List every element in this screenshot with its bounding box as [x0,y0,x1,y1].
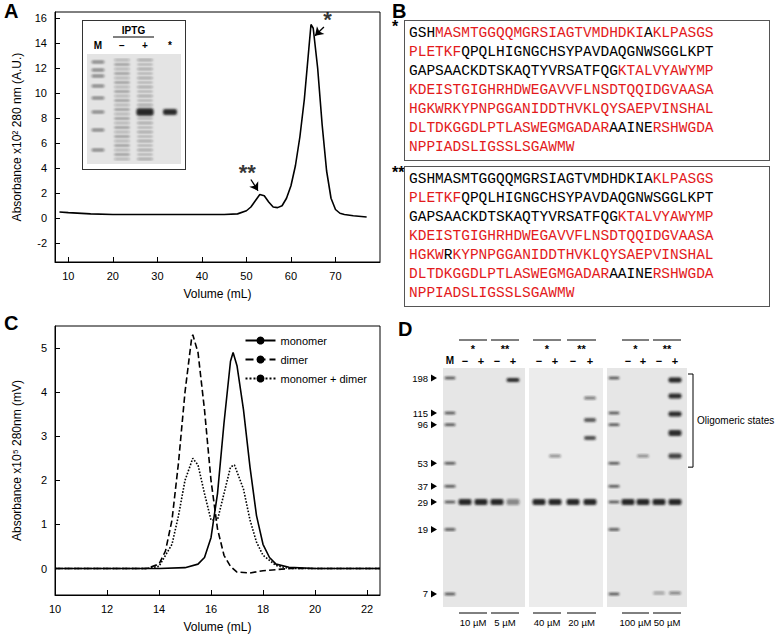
svg-text:70: 70 [329,270,341,282]
html-text:A: A [4,0,19,22]
svg-text:8: 8 [41,112,47,124]
svg-text:7: 7 [423,588,428,599]
html-text:C: C [4,312,19,334]
svg-text:monomer + dimer: monomer + dimer [280,373,367,385]
svg-text:4: 4 [41,386,47,398]
svg-text:+: + [142,40,148,51]
svg-text:**: ** [239,160,257,185]
svg-text:2: 2 [41,187,47,199]
svg-text:10: 10 [62,270,74,282]
svg-text:40 µM: 40 µM [534,617,561,628]
svg-text:IPTG: IPTG [122,25,146,36]
svg-text:10: 10 [35,87,47,99]
svg-text:3: 3 [41,430,47,442]
svg-text:12: 12 [35,62,47,74]
html-text:PLETKF QPQLHIGNGCHSYPAVDAQGNWS: PLETKF QPQLHIGNGCHSYPAVDAQGNWSGGLKPT [409,190,714,206]
svg-text:2: 2 [41,474,47,486]
svg-text:**: ** [501,343,510,355]
svg-text:−: − [494,355,500,367]
svg-text:+: + [552,355,558,367]
html-text:DLTDKGGDLPTLASWEGMGADAR AAINE: DLTDKGGDLPTLASWEGMGADAR AAINE RSHWGDA [409,120,714,136]
html-text:DLTDKGGDLPTLASWEGMGADAR AAINE: DLTDKGGDLPTLASWEGMGADAR AAINE RSHWGDA [409,266,714,282]
svg-text:96: 96 [417,419,428,430]
svg-text:20: 20 [107,270,119,282]
svg-text:5 µM: 5 µM [494,617,515,628]
svg-text:**: ** [663,343,672,355]
html-text:GAPSAACKDTSKAQTYVRSATFQG KTALV: GAPSAACKDTSKAQTYVRSATFQG KTALVYAWYMP [409,209,714,225]
html-text:GSH MASMTGGQQMGRSIAGTVMDHDKI A: GSH MASMTGGQQMGRSIAGTVMDHDKI A KLPASGS [409,25,714,41]
svg-text:14: 14 [35,37,47,49]
svg-text:16: 16 [35,12,47,24]
svg-text:**: ** [577,343,586,355]
html-text:PLETKF QPQLHIGNGCHSYPAVDAQGNWS: PLETKF QPQLHIGNGCHSYPAVDAQGNWSGGLKPT [409,44,714,60]
svg-text:M: M [446,355,454,366]
svg-text:10 µM: 10 µM [460,617,487,628]
svg-text:*: * [545,343,550,355]
svg-text:M: M [94,40,102,51]
svg-text:60: 60 [285,270,297,282]
svg-text:6: 6 [41,137,47,149]
svg-text:29: 29 [417,497,428,508]
svg-text:0: 0 [41,563,47,575]
svg-text:Volume (mL): Volume (mL) [183,620,251,634]
svg-text:20: 20 [309,603,321,615]
svg-text:Volume (mL): Volume (mL) [183,287,251,301]
svg-text:37: 37 [417,481,428,492]
svg-text:30: 30 [151,270,163,282]
svg-text:4: 4 [41,162,47,174]
svg-text:−: − [462,355,468,367]
svg-text:−: − [570,355,576,367]
svg-text:−: − [625,355,631,367]
svg-text:Absorbance x10² 280 nm (A.U.): Absorbance x10² 280 nm (A.U.) [10,53,24,222]
svg-text:5: 5 [41,342,47,354]
svg-text:Oligomeric states: Oligomeric states [697,415,774,426]
svg-text:+: + [672,355,678,367]
svg-text:−: − [536,355,542,367]
svg-text:−: − [656,355,662,367]
html-text:KDEISTGIGHRHDWEGAVVFLNSDTQQIDG: KDEISTGIGHRHDWEGAVVFLNSDTQQIDGVAASA [409,82,714,98]
html-text:** GSHMASMTGGQQMGRSIAGTVMDHDKI: ** GSHMASMTGGQQMGRSIAGTVMDHDKIA KLPASGS [392,164,714,187]
svg-text:16: 16 [205,603,217,615]
svg-text:−: − [119,40,125,51]
svg-text:20 µM: 20 µM [568,617,595,628]
svg-text:0: 0 [41,212,47,224]
html-text:NPPIADSLIGSSLSGAWMW: NPPIADSLIGSSLSGAWMW [409,139,575,155]
svg-text:*: * [633,343,638,355]
svg-text:*: * [471,343,476,355]
svg-text:+: + [478,355,484,367]
svg-text:115: 115 [413,408,428,419]
svg-text:50: 50 [240,270,252,282]
html-text:HGKWRKYPNPGGANIDDTHVKLQYSAEPVI: HGKWRKYPNPGGANIDDTHVKLQYSAEPVINSHAL [409,101,714,117]
svg-text:14: 14 [153,603,165,615]
svg-text:+: + [510,355,516,367]
html-text:KDEISTGIGHRHDWEGAVVFLNSDTQQIDG: KDEISTGIGHRHDWEGAVVFLNSDTQQIDGVAASA [409,228,714,244]
svg-text:Absorbance x10⁵ 280nm (mV): Absorbance x10⁵ 280nm (mV) [10,380,24,541]
html-text:B: B [392,0,407,22]
svg-text:*: * [323,7,332,32]
svg-text:10: 10 [49,603,61,615]
html-text:GAPSAACKDTSKAQTYVRSATFQG KTALV: GAPSAACKDTSKAQTYVRSATFQG KTALVYAWYMP [409,63,714,79]
svg-text:12: 12 [101,603,113,615]
html-text:HGKW R KYPNPGGANIDDTHVKLQYSAEP: HGKW R KYPNPGGANIDDTHVKLQYSAEPVINSHAL [409,247,714,263]
svg-text:100 µM: 100 µM [620,617,652,628]
svg-text:-2: -2 [37,237,47,249]
svg-text:198: 198 [412,373,428,384]
svg-text:22: 22 [361,603,373,615]
svg-text:18: 18 [257,603,269,615]
svg-text:+: + [640,355,646,367]
svg-text:*: * [168,40,172,51]
html-text:NPPIADSLIGSSLSGAWMW: NPPIADSLIGSSLSGAWMW [409,285,575,301]
svg-text:+: + [587,355,593,367]
svg-text:40: 40 [196,270,208,282]
svg-text:dimer: dimer [280,354,308,366]
svg-text:monomer: monomer [280,335,327,347]
svg-text:53: 53 [417,458,428,469]
svg-text:19: 19 [417,524,428,535]
svg-text:50 µM: 50 µM [654,617,681,628]
svg-text:1: 1 [41,518,47,530]
html-text:D: D [398,318,413,340]
